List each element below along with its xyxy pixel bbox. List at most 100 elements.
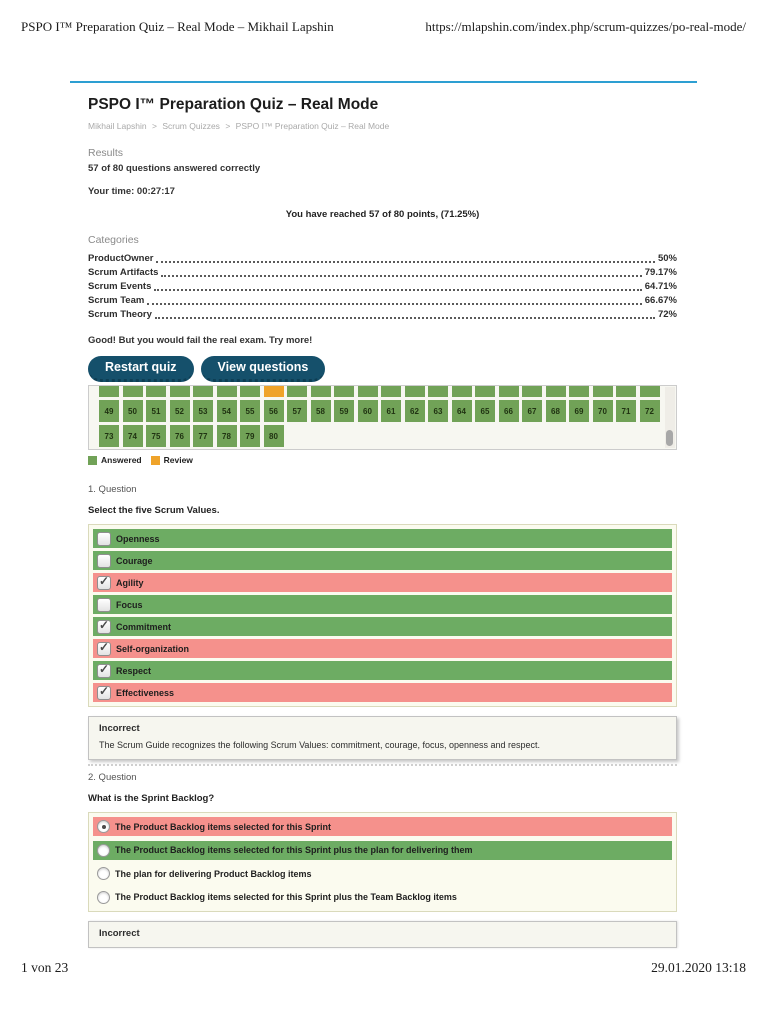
- question-cell[interactable]: 61: [381, 400, 401, 422]
- question-cell[interactable]: [592, 386, 613, 397]
- answer-label: Agility: [116, 577, 144, 588]
- question-cell[interactable]: [146, 386, 166, 397]
- question-cell[interactable]: 54: [216, 400, 237, 422]
- question-cell[interactable]: 69: [569, 400, 589, 422]
- question-cell[interactable]: [569, 386, 589, 397]
- checkbox-control[interactable]: [97, 553, 111, 568]
- answer-option[interactable]: Self-organization: [93, 639, 672, 658]
- checkbox-control[interactable]: [97, 618, 111, 634]
- scrollbar-track[interactable]: [665, 387, 675, 448]
- question-cell[interactable]: [287, 386, 307, 397]
- question-cell[interactable]: 65: [475, 400, 495, 422]
- answer-option[interactable]: Openness: [93, 529, 672, 548]
- page-title: PSPO I™ Preparation Quiz – Real Mode: [88, 96, 379, 113]
- question-cell[interactable]: [639, 386, 660, 397]
- question-cell[interactable]: 58: [310, 400, 331, 422]
- radio-control[interactable]: [97, 843, 110, 857]
- checkbox-control[interactable]: [97, 640, 111, 656]
- answer-label: Effectiveness: [116, 687, 175, 698]
- question-cell[interactable]: 52: [169, 400, 190, 422]
- question-cell[interactable]: 60: [357, 400, 378, 422]
- question-cell[interactable]: 78: [216, 425, 237, 447]
- question-cell[interactable]: [357, 386, 378, 397]
- question-cell[interactable]: [522, 386, 542, 397]
- radio-control[interactable]: [97, 890, 110, 904]
- question-cell[interactable]: 71: [616, 400, 636, 422]
- question-cell[interactable]: 76: [169, 425, 190, 447]
- breadcrumb-quizzes[interactable]: Scrum Quizzes: [162, 121, 220, 131]
- answer-option[interactable]: Respect: [93, 661, 672, 680]
- question-cell[interactable]: [99, 386, 119, 397]
- view-questions-button[interactable]: View questions: [200, 356, 326, 382]
- question-cell[interactable]: 64: [451, 400, 472, 422]
- question-cell[interactable]: 80: [263, 425, 284, 447]
- question-cell[interactable]: 72: [639, 400, 660, 422]
- question-cell[interactable]: [498, 386, 519, 397]
- radio-control[interactable]: [97, 820, 110, 833]
- question-cell[interactable]: 50: [122, 400, 143, 422]
- question-cell[interactable]: [193, 386, 213, 397]
- categories-heading: Categories: [88, 234, 139, 246]
- answer-option[interactable]: The plan for delivering Product Backlog …: [93, 864, 672, 883]
- answer-option[interactable]: Effectiveness: [93, 683, 672, 702]
- category-row: Scrum Events 64.71%: [88, 280, 677, 294]
- scrollbar-thumb[interactable]: [666, 430, 673, 446]
- checkbox-control[interactable]: [97, 597, 111, 612]
- question-cell[interactable]: 74: [122, 425, 143, 447]
- answer-label: The plan for delivering Product Backlog …: [115, 868, 312, 879]
- breadcrumb-separator: >: [151, 121, 157, 131]
- question-cell[interactable]: 67: [522, 400, 542, 422]
- question-cell[interactable]: 75: [146, 425, 166, 447]
- question-cell[interactable]: [616, 386, 636, 397]
- answer-option[interactable]: The Product Backlog items selected for t…: [93, 840, 672, 860]
- question-cell[interactable]: 56: [263, 400, 284, 422]
- answer-option[interactable]: Focus: [93, 595, 672, 614]
- question-cell[interactable]: 79: [240, 425, 260, 447]
- question-cell[interactable]: [122, 386, 143, 397]
- question-cell[interactable]: [169, 386, 190, 397]
- question-cell[interactable]: 55: [240, 400, 260, 422]
- question-cell[interactable]: 68: [545, 400, 566, 422]
- answer-option[interactable]: Courage: [93, 551, 672, 570]
- question-cell[interactable]: [475, 386, 495, 397]
- question-cell[interactable]: 49: [99, 400, 119, 422]
- dotted-leader: [154, 317, 655, 319]
- question-cell[interactable]: 70: [592, 400, 613, 422]
- answer-option[interactable]: The Product Backlog items selected for t…: [93, 888, 672, 907]
- question-cell[interactable]: [428, 386, 448, 397]
- question-cell[interactable]: 59: [334, 400, 354, 422]
- question-cell[interactable]: [545, 386, 566, 397]
- question-cell[interactable]: [263, 386, 284, 397]
- breadcrumb-home[interactable]: Mikhail Lapshin: [88, 121, 147, 131]
- question-cell[interactable]: 73: [99, 425, 119, 447]
- radio-control[interactable]: [97, 867, 110, 880]
- question-cell[interactable]: [451, 386, 472, 397]
- question-cell[interactable]: [404, 386, 425, 397]
- checkbox-control[interactable]: [97, 662, 111, 678]
- question-cell[interactable]: [240, 386, 260, 397]
- answer-option[interactable]: The Product Backlog items selected for t…: [93, 817, 672, 836]
- question-cell[interactable]: 57: [287, 400, 307, 422]
- answer-label: Openness: [116, 533, 160, 544]
- category-row: ProductOwner 50%: [88, 252, 677, 266]
- document-url[interactable]: https://mlapshin.com/index.php/scrum-qui…: [425, 19, 746, 34]
- question-cell[interactable]: 51: [146, 400, 166, 422]
- question-cell[interactable]: [216, 386, 237, 397]
- question-cell[interactable]: 63: [428, 400, 448, 422]
- category-score: 72%: [657, 309, 677, 320]
- checkbox-control[interactable]: [97, 531, 111, 546]
- answer-option[interactable]: Agility: [93, 573, 672, 592]
- question-cell[interactable]: [334, 386, 354, 397]
- question-cell[interactable]: 53: [193, 400, 213, 422]
- dotted-leader: [154, 289, 642, 291]
- category-name: Scrum Events: [88, 281, 152, 292]
- checkbox-control[interactable]: [97, 684, 111, 700]
- question-cell[interactable]: [381, 386, 401, 397]
- question-cell[interactable]: 77: [193, 425, 213, 447]
- question-cell[interactable]: 66: [498, 400, 519, 422]
- answer-option[interactable]: Commitment: [93, 617, 672, 636]
- question-cell[interactable]: [310, 386, 331, 397]
- question-cell[interactable]: 62: [404, 400, 425, 422]
- restart-quiz-button[interactable]: Restart quiz: [88, 356, 194, 382]
- checkbox-control[interactable]: [97, 574, 111, 590]
